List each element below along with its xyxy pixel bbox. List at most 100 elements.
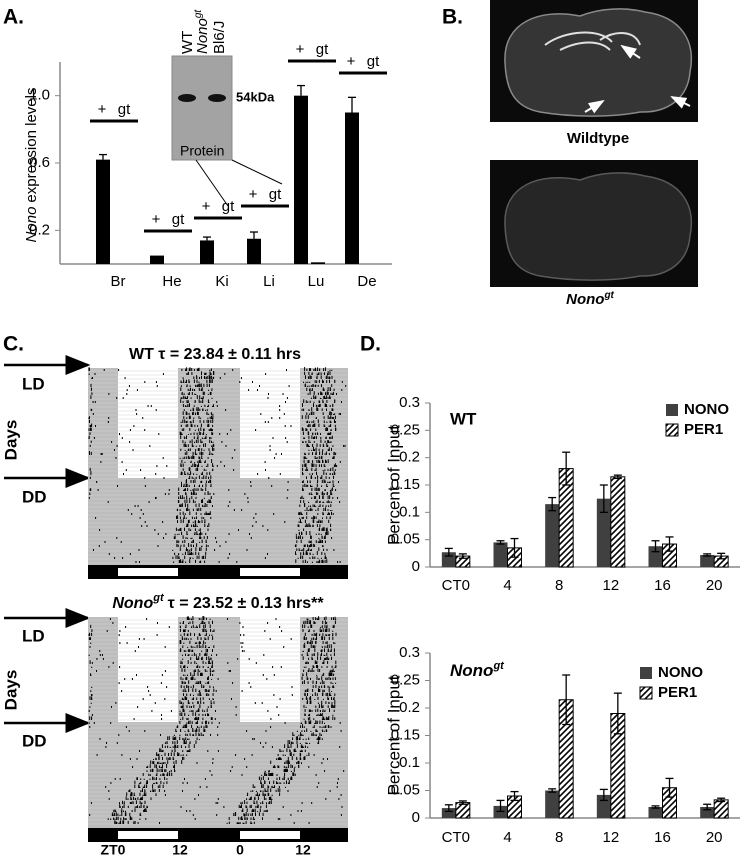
actogram-title-text: τ = 23.52 ± 0.13 hrs**: [168, 595, 325, 612]
x-tick-label: Li: [263, 273, 275, 290]
y-tick-label: 0.05: [391, 531, 420, 548]
chart-title: WT: [450, 409, 477, 428]
callout: [231, 159, 283, 185]
error-bar: [99, 153, 107, 160]
error-bar: [562, 674, 571, 726]
y-tick-label: 0.15: [391, 476, 420, 493]
x-tick-label: He: [162, 273, 181, 290]
bar: [441, 808, 456, 818]
x-tick-label: De: [357, 273, 376, 290]
x-tick-label: CT0: [442, 829, 470, 846]
bar: [96, 159, 110, 264]
bar: [596, 498, 611, 567]
error-bar: [548, 788, 557, 793]
group-label: gt: [172, 211, 185, 228]
bar: [311, 262, 325, 264]
bar: [700, 807, 715, 818]
legend-swatch: [665, 423, 679, 437]
x-tick-label: 8: [555, 829, 563, 846]
error-bar: [510, 790, 519, 802]
x-tick-label: 12: [602, 577, 619, 594]
lane-label: WT: [179, 31, 196, 54]
x-tick-label: 12: [295, 842, 311, 858]
y-tick-label: 0.2: [29, 221, 50, 238]
condition-label: LD: [22, 626, 45, 645]
genotype-sup: gt: [152, 592, 165, 604]
x-tick-label: 4: [503, 829, 511, 846]
lane-label: Bl6/J: [211, 21, 228, 54]
error-bar: [613, 692, 622, 735]
legend-swatch: [639, 686, 653, 700]
error-bar: [599, 484, 608, 513]
y-tick-label: 0.2: [399, 449, 420, 466]
inset-label: Protein: [180, 143, 224, 159]
caption: Nonogt: [566, 290, 614, 308]
error-bar: [203, 236, 211, 241]
chart-title: Nonogt: [450, 660, 505, 681]
bar: [200, 240, 214, 264]
error-bar: [613, 474, 622, 480]
light-bar-day: [118, 831, 178, 839]
x-tick-label: Lu: [308, 273, 325, 290]
bar: [545, 504, 560, 567]
y-tick-label: 1.0: [29, 87, 50, 104]
bar: [150, 255, 164, 264]
error-bar: [458, 800, 467, 805]
callout: [195, 159, 229, 207]
lane-label: Nonogt: [193, 9, 211, 54]
x-tick-label: ZT0: [101, 842, 126, 858]
actogram-title: WT τ = 23.84 ± 0.11 hrs: [129, 346, 301, 363]
panel-label: A.: [3, 6, 24, 29]
light-bar-day: [118, 568, 178, 576]
hippocampus: [544, 31, 641, 51]
group-label: gt: [269, 186, 282, 203]
x-tick-label: 12: [172, 842, 188, 858]
error-bar: [717, 552, 726, 560]
x-tick-label: Ki: [215, 273, 228, 290]
activity: [88, 367, 347, 563]
error-bar: [444, 804, 453, 813]
condition-label: DD: [22, 487, 47, 506]
bar: [493, 542, 508, 567]
error-bar: [717, 797, 726, 803]
group-label: +: [202, 198, 211, 215]
brain: [504, 172, 692, 281]
actogram-title: Nonogt τ = 23.52 ± 0.13 hrs**: [112, 592, 324, 612]
genotype-name: Nono: [450, 661, 493, 680]
bar: [455, 802, 471, 819]
group-label: +: [249, 186, 258, 203]
genotype-name: Nono: [112, 595, 153, 612]
error-bar: [250, 231, 258, 239]
arrow: [670, 96, 691, 109]
arrow: [584, 99, 605, 114]
y-tick-label: 0.1: [399, 503, 420, 520]
caption: Wildtype: [567, 130, 629, 147]
bar: [345, 112, 359, 264]
y-tick-label: 0: [412, 558, 420, 575]
error-bar: [703, 553, 712, 557]
y-tick-label: 0.25: [391, 421, 420, 438]
legend-swatch: [640, 667, 652, 679]
panel-label: C.: [3, 333, 24, 356]
bar: [700, 554, 715, 567]
y-tick-label: 0.25: [391, 671, 420, 688]
y-tick-label: 0.1: [399, 754, 420, 771]
light-bar-day: [240, 568, 300, 576]
row-lines: [88, 370, 348, 564]
error-bar: [548, 496, 557, 512]
error-bar: [665, 777, 674, 798]
y-axis-label: Percent of Input: [384, 425, 403, 545]
legend-label: NONO: [658, 664, 703, 681]
legend-label: PER1: [658, 684, 697, 701]
group-label: +: [98, 101, 107, 118]
y-axis-label: Percent of Input: [384, 675, 403, 795]
group-label: gt: [367, 53, 380, 70]
error-bar: [348, 96, 356, 113]
error-bar: [665, 536, 674, 552]
legend-label: NONO: [684, 401, 729, 418]
error-bar: [599, 788, 608, 802]
error-bar: [297, 84, 305, 96]
x-tick-label: 12: [602, 829, 619, 846]
blot: [171, 55, 233, 161]
